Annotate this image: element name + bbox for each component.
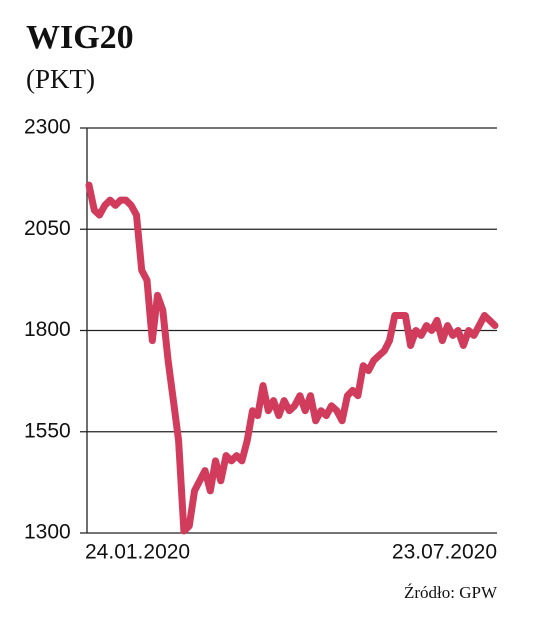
chart-title: WIG20 (26, 19, 134, 56)
price-line (85, 181, 499, 535)
y-tick-label: 1300 (24, 521, 71, 544)
source-note: Źródło: GPW (404, 583, 498, 602)
x-tick-label: 23.07.2020 (392, 541, 497, 564)
x-tick-label: 24.01.2020 (85, 541, 190, 564)
y-tick-label: 2300 (24, 116, 71, 139)
chart-subtitle: (PKT) (26, 64, 95, 94)
y-tick-label: 1550 (24, 419, 71, 442)
y-tick-label: 1800 (24, 318, 71, 341)
y-tick-label: 2050 (24, 217, 71, 240)
